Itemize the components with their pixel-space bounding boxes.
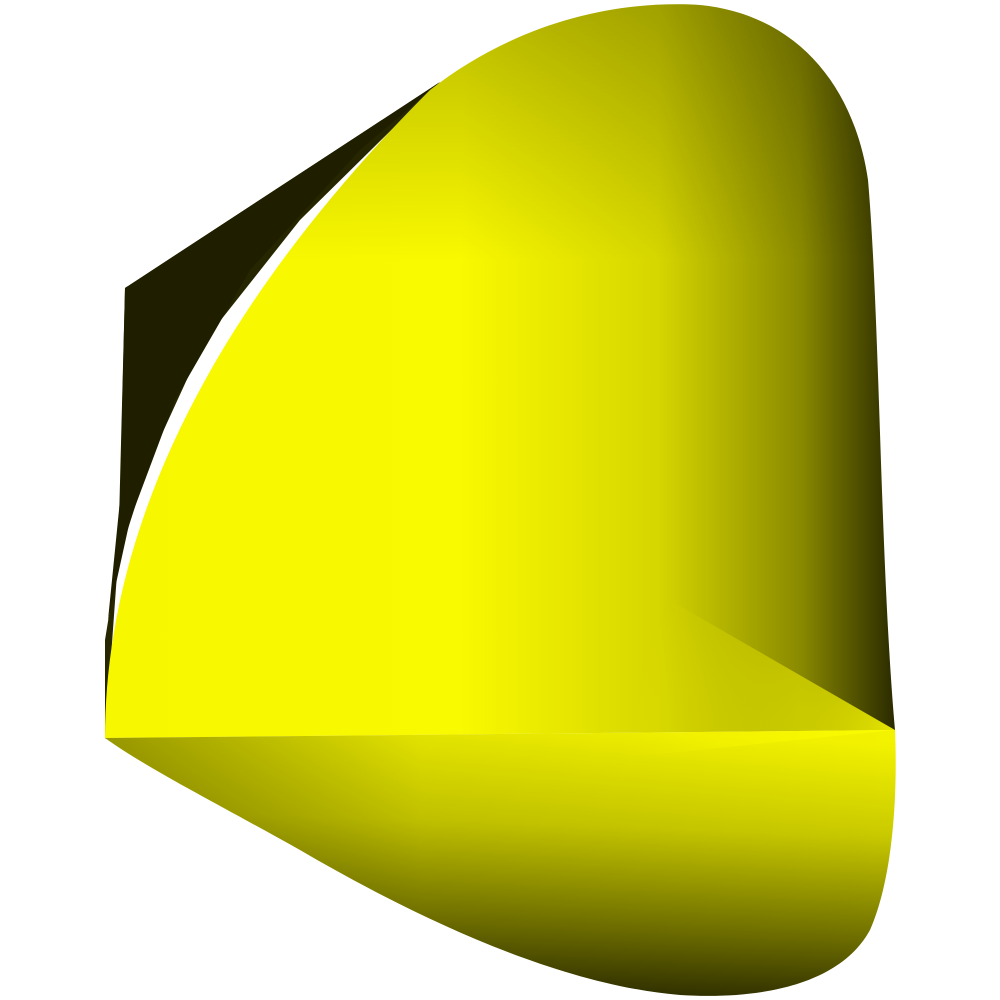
cone-lower-shading bbox=[105, 730, 896, 996]
cone-upper-shading bbox=[105, 4, 895, 738]
cone-back-face-shadow bbox=[105, 82, 440, 650]
cone-apex-highlight bbox=[600, 560, 895, 760]
